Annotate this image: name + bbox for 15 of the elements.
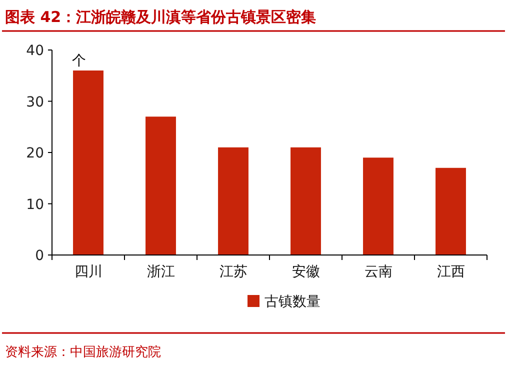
x-tick-label: 浙江 — [146, 264, 175, 280]
text: 资料来源：中国旅游研究院 — [5, 345, 161, 360]
y-tick-label: 20 — [26, 146, 44, 162]
y-tick-label: 30 — [26, 94, 44, 110]
title: 图表 42：江浙皖赣及川滇等省份古镇景区密集 — [5, 8, 316, 26]
x-tick-label: 四川 — [74, 264, 102, 280]
x-tick-label: 江西 — [436, 264, 465, 280]
y-tick-label: 0 — [35, 248, 44, 264]
y-tick-label: 40 — [26, 43, 44, 59]
x-tick-label: 云南 — [364, 264, 392, 280]
x-tick-label: 安徽 — [292, 264, 320, 280]
y-axis-title: 个 — [72, 53, 86, 69]
y-tick-label: 10 — [26, 196, 44, 213]
legend-label: 古镇数量 — [264, 294, 320, 310]
x-tick-label: 江苏 — [219, 264, 248, 280]
